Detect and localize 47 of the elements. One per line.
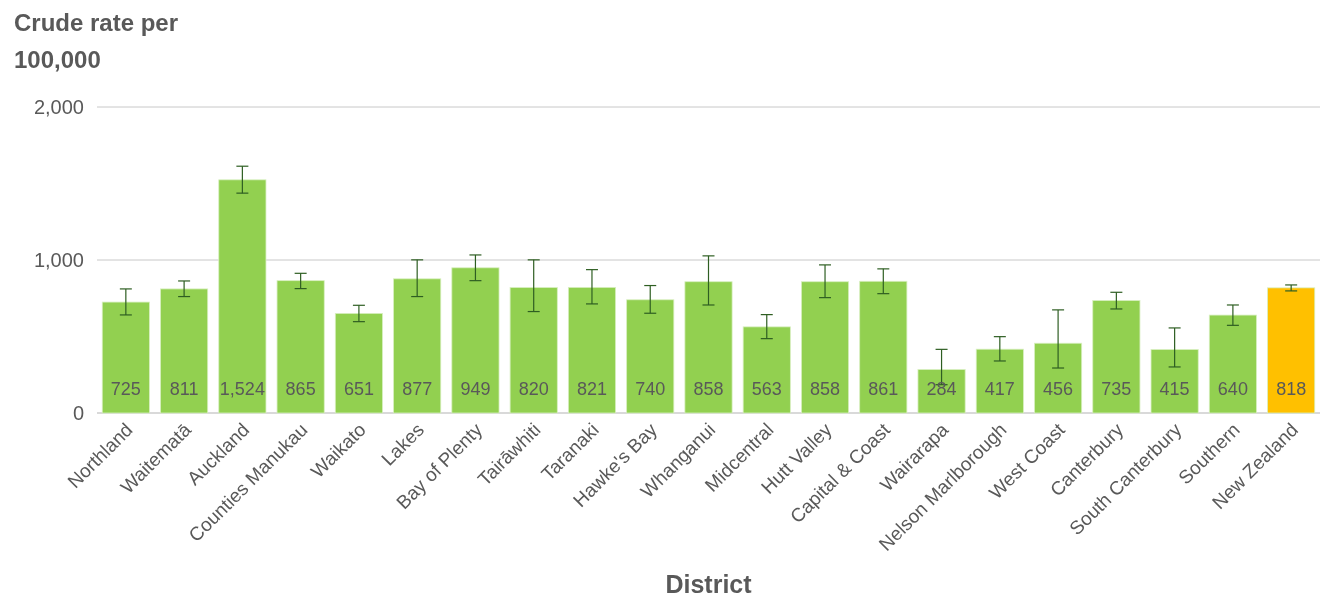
bar (1034, 342, 1083, 414)
data-label: 811 (169, 379, 199, 399)
bar (218, 179, 267, 414)
bar (567, 286, 616, 414)
data-label: 456 (1043, 379, 1074, 399)
bar (1208, 314, 1257, 414)
data-label: 818 (1276, 379, 1307, 399)
data-label: 877 (402, 379, 433, 399)
data-label: 735 (1101, 379, 1132, 399)
bar (1092, 300, 1141, 414)
bar (626, 299, 675, 414)
data-label: 563 (751, 379, 782, 399)
data-label: 858 (810, 379, 841, 399)
y-tick-label: 2,000 (33, 96, 84, 118)
x-axis-title: District (665, 570, 753, 598)
bar (101, 301, 150, 414)
bar (684, 281, 733, 414)
bar (451, 267, 500, 414)
data-label: 858 (693, 379, 724, 399)
data-label: 725 (110, 379, 141, 399)
bar (276, 280, 325, 414)
bar (742, 326, 791, 414)
bar (509, 287, 558, 414)
data-label: 417 (984, 379, 1015, 399)
data-label: 640 (1217, 379, 1248, 399)
bar (975, 348, 1024, 414)
bar (160, 288, 209, 414)
bar (917, 369, 966, 414)
data-label: 1,524 (219, 379, 265, 399)
bar (1150, 349, 1199, 414)
data-label: 820 (518, 379, 549, 399)
bar (801, 281, 850, 414)
y-tick-label: 0 (72, 402, 84, 424)
data-label: 740 (635, 379, 666, 399)
data-label: 949 (460, 379, 491, 399)
bar (334, 313, 383, 414)
bar (393, 278, 442, 414)
data-label: 415 (1159, 379, 1190, 399)
data-label: 284 (926, 379, 957, 399)
data-label: 861 (868, 379, 899, 399)
bar (859, 280, 908, 414)
data-label: 865 (285, 379, 316, 399)
chart-title: Crude rate per 100,000 (14, 9, 179, 73)
data-label: 651 (343, 379, 374, 399)
data-label: 821 (576, 379, 607, 399)
y-tick-label: 1,000 (33, 249, 84, 271)
bar (1267, 287, 1316, 414)
